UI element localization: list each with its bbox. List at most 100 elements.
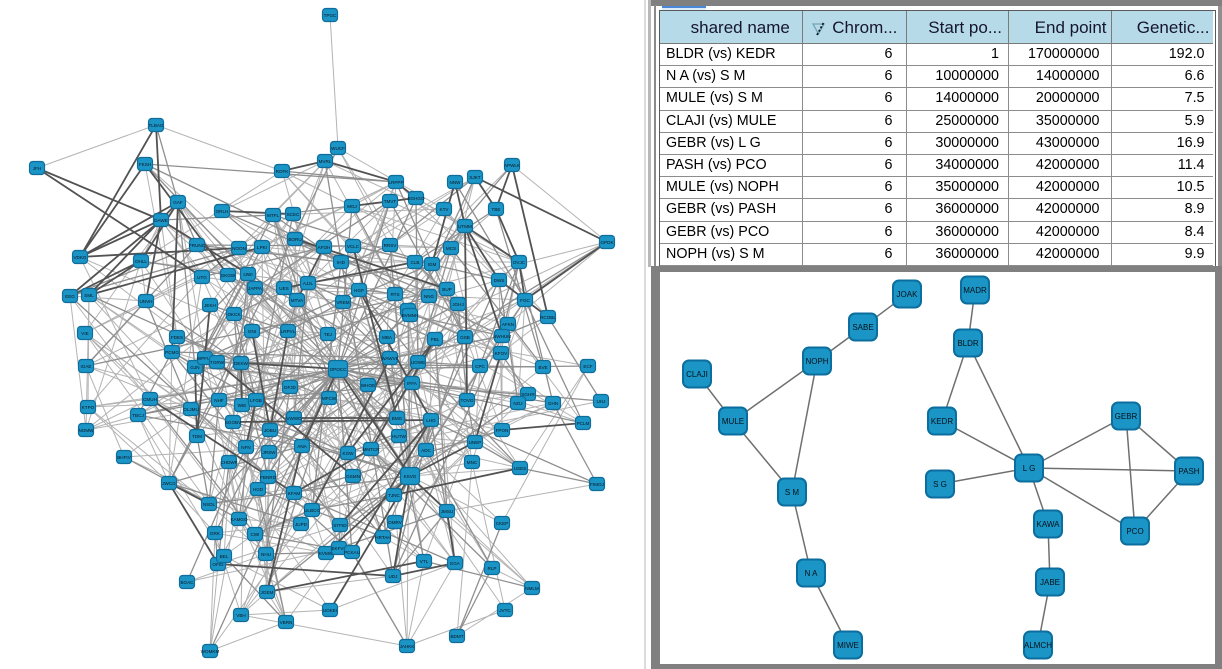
svg-text:RLP: RLP xyxy=(488,566,497,571)
svg-text:ANA: ANA xyxy=(297,444,307,449)
svg-text:HRTAH: HRTAH xyxy=(375,535,390,540)
svg-text:FPON: FPON xyxy=(496,428,509,433)
svg-text:UNVH: UNVH xyxy=(139,299,152,304)
svg-text:JAHKK: JAHKK xyxy=(400,644,416,649)
svg-text:HWHUM: HWHUM xyxy=(493,334,511,339)
svg-text:CKEP: CKEP xyxy=(496,521,509,526)
svg-text:JFH: JFH xyxy=(33,166,41,171)
svg-text:KEDR: KEDR xyxy=(931,417,953,426)
svg-text:JUPD: JUPD xyxy=(295,522,308,527)
svg-text:IHD: IHD xyxy=(337,260,346,265)
svg-text:OHLL: OHLL xyxy=(135,259,147,264)
svg-text:PCO: PCO xyxy=(1126,527,1143,536)
svg-text:JABE: JABE xyxy=(1040,578,1060,587)
svg-text:FGC: FGC xyxy=(520,298,530,303)
svg-text:NNG: NNG xyxy=(424,294,435,299)
svg-text:KFAM: KFAM xyxy=(288,491,301,496)
svg-text:JGHJ: JGHJ xyxy=(452,302,463,307)
svg-text:STFID: STFID xyxy=(333,523,347,528)
svg-text:NSDL: NSDL xyxy=(203,502,216,507)
svg-text:BDMT: BDMT xyxy=(450,634,463,639)
svg-text:FRUNC: FRUNC xyxy=(189,243,206,248)
svg-text:AJJL: AJJL xyxy=(303,281,314,286)
svg-text:WUCF: WUCF xyxy=(331,146,345,151)
svg-text:CLB: CLB xyxy=(411,260,420,265)
svg-text:UTMM: UTMM xyxy=(458,224,472,229)
svg-text:GAF: GAF xyxy=(173,200,183,205)
svg-text:NMLM: NMLM xyxy=(525,586,539,591)
svg-text:WAWVE: WAWVE xyxy=(381,356,399,361)
svg-text:TGRW: TGRW xyxy=(210,360,225,365)
svg-text:ULBCG: ULBCG xyxy=(304,508,320,513)
svg-text:UDJ: UDJ xyxy=(389,574,398,579)
svg-text:EKFVK: EKFVK xyxy=(331,546,347,551)
svg-text:JVTC: JVTC xyxy=(499,608,511,613)
svg-text:GSB: GSB xyxy=(460,335,470,340)
svg-text:VBH: VBH xyxy=(236,613,245,618)
svg-text:IFFA: IFFA xyxy=(407,381,418,386)
svg-text:JAFPA: JAFPA xyxy=(248,286,263,291)
svg-text:UTG: UTG xyxy=(197,275,207,280)
svg-text:KAWA: KAWA xyxy=(1037,520,1061,529)
svg-text:WOMKM: WOMKM xyxy=(201,649,220,654)
svg-text:KTPO: KTPO xyxy=(82,405,95,410)
svg-text:TBE: TBE xyxy=(492,207,501,212)
svg-text:FIMOJ: FIMOJ xyxy=(590,482,604,487)
svg-text:UOWE: UOWE xyxy=(411,360,425,365)
svg-text:APWLK: APWLK xyxy=(504,163,521,168)
svg-text:VBRN: VBRN xyxy=(280,620,293,625)
svg-text:GJN: GJN xyxy=(190,365,199,370)
svg-text:NFN: NFN xyxy=(241,445,250,450)
svg-text:MTFL: MTFL xyxy=(267,213,279,218)
svg-text:IJWI: IJWI xyxy=(243,272,252,277)
svg-text:ADC: ADC xyxy=(421,448,431,453)
svg-text:BLDR: BLDR xyxy=(957,339,979,348)
svg-text:JRSW: JRSW xyxy=(262,450,276,455)
svg-text:BHFIV: BHFIV xyxy=(117,455,131,460)
svg-text:DAWE: DAWE xyxy=(154,218,168,223)
svg-text:JMSU: JMSU xyxy=(441,509,454,514)
svg-text:ROFK: ROFK xyxy=(276,169,290,174)
svg-text:L G: L G xyxy=(1023,464,1036,473)
svg-text:JGEM: JGEM xyxy=(261,590,274,595)
svg-text:TMVT: TMVT xyxy=(384,199,397,204)
svg-text:MGJ: MGJ xyxy=(347,204,357,209)
svg-text:GHN: GHN xyxy=(548,401,558,406)
svg-text:BGHGO: BGHGO xyxy=(407,196,425,201)
svg-text:MULE: MULE xyxy=(722,417,744,426)
svg-text:KFOV: KFOV xyxy=(495,351,508,356)
svg-text:HGP: HGP xyxy=(354,288,364,293)
svg-text:NHF: NHF xyxy=(214,398,224,403)
svg-text:DEKW: DEKW xyxy=(234,361,248,366)
svg-text:IGAE: IGAE xyxy=(81,364,92,369)
svg-text:AFKN: AFKN xyxy=(502,322,514,327)
svg-text:PCMG: PCMG xyxy=(165,350,179,355)
svg-text:MVRL: MVRL xyxy=(319,159,332,164)
svg-text:CPC: CPC xyxy=(475,364,485,369)
svg-text:UOKEI: UOKEI xyxy=(323,608,337,613)
svg-text:VREM: VREM xyxy=(336,300,349,305)
svg-text:EGA: EGA xyxy=(450,561,461,566)
svg-text:WIE: WIE xyxy=(238,403,247,408)
svg-text:KGW: KGW xyxy=(343,451,355,456)
svg-text:UES: UES xyxy=(279,286,288,291)
svg-text:PBL: PBL xyxy=(431,337,440,342)
svg-text:RTS: RTS xyxy=(390,292,399,297)
svg-text:DFJD: DFJD xyxy=(284,385,296,390)
svg-text:SGHR: SGHR xyxy=(521,392,535,397)
svg-text:UNEP: UNEP xyxy=(469,440,482,445)
svg-text:BVMNH: BVMNH xyxy=(402,313,419,318)
svg-text:JWCG: JWCG xyxy=(162,481,176,486)
svg-text:USES: USES xyxy=(514,466,527,471)
svg-text:OPOCC: OPOCC xyxy=(330,367,348,372)
svg-text:AFOH: AFOH xyxy=(318,245,331,250)
svg-text:OMRV: OMRV xyxy=(388,520,403,525)
svg-text:TPGC: TPGC xyxy=(324,13,337,18)
svg-text:SCEC: SCEC xyxy=(287,212,300,217)
svg-text:OVJC: OVJC xyxy=(513,260,526,265)
svg-text:VTL: VTL xyxy=(420,559,429,564)
svg-text:LHG: LHG xyxy=(426,418,436,423)
svg-text:OLJMU: OLJMU xyxy=(183,407,199,412)
svg-text:CHDWF: CHDWF xyxy=(220,460,237,465)
svg-text:VDKG: VDKG xyxy=(73,255,86,260)
